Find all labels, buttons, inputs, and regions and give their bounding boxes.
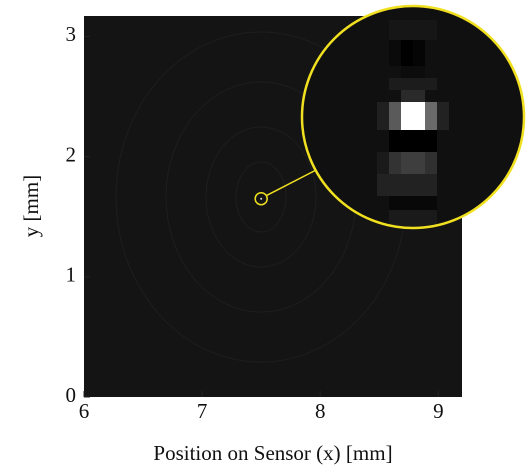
highlight-spot — [260, 197, 263, 200]
highlight-circle — [254, 191, 268, 206]
y-tick-label: 0 — [66, 383, 77, 407]
x-tick-label: 6 — [79, 399, 90, 423]
x-axis-label: Position on Sensor (x) [mm] — [153, 441, 392, 465]
zoom-inset — [300, 4, 526, 230]
y-tick-label: 3 — [66, 22, 77, 46]
x-tick-label: 7 — [197, 399, 208, 423]
y-tick-label: 2 — [66, 142, 77, 166]
axes — [83, 35, 439, 398]
x-tick-label: 9 — [433, 399, 444, 423]
y-tick-label: 1 — [66, 263, 77, 287]
zoom-connector — [265, 167, 321, 197]
y-axis-label: y [mm] — [19, 175, 43, 237]
x-tick-label: 8 — [315, 399, 326, 423]
